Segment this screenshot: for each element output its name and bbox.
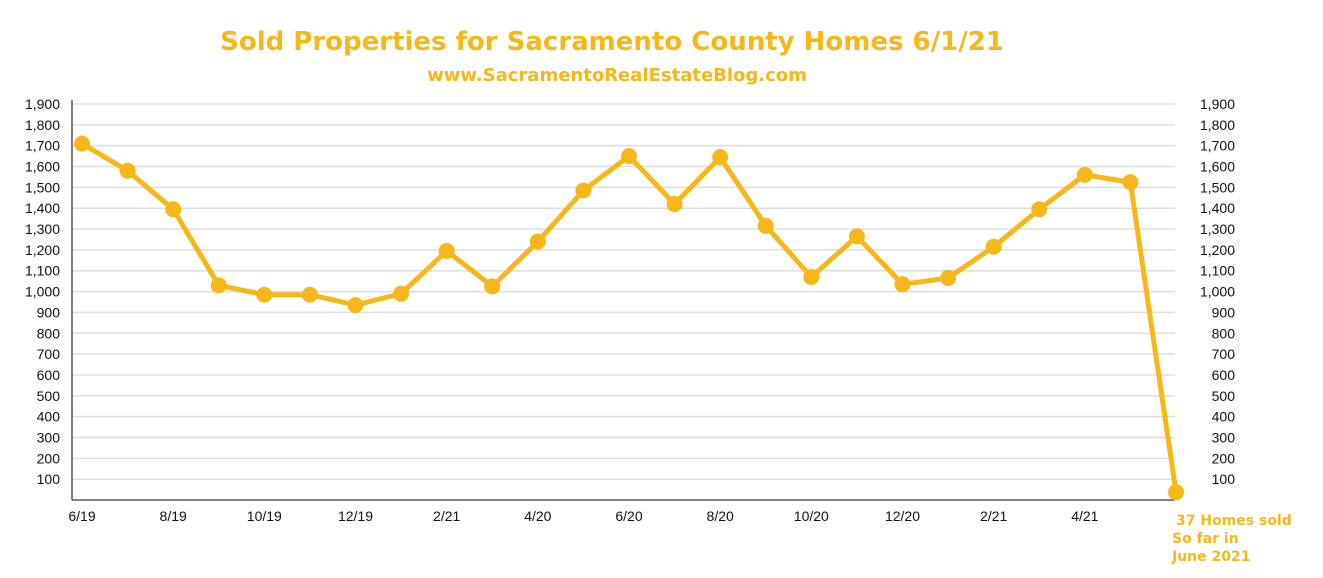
data-point [347,297,364,314]
y-tick-label-right: 1,900 [1200,96,1235,112]
data-point [940,270,957,287]
data-point [894,276,911,293]
data-point [165,201,182,218]
annotation-37-homes: 37 Homes sold So far in June 2021 [1171,513,1292,565]
y-tick-label-right: 1,600 [1200,159,1235,175]
y-tick-label-right: 100 [1212,471,1236,487]
data-point [621,148,637,165]
y-tick-label: 600 [37,367,61,383]
data-point [575,182,592,199]
y-tick-label: 1,600 [25,159,60,175]
data-point [484,278,501,295]
y-tick-label: 100 [37,471,61,487]
y-tick-label: 200 [37,450,61,466]
y-tick-label-right: 400 [1212,409,1236,425]
chart-subtitle: www.SacramentoRealEstateBlog.com [427,65,807,86]
y-tick-label-right: 1,300 [1200,221,1235,237]
data-point [119,162,136,179]
data-point [848,228,865,245]
data-point [666,196,683,213]
data-point [985,238,1002,255]
data-point [74,135,90,152]
x-tick-label: 12/20 [885,508,920,524]
y-tick-label-right: 800 [1212,325,1236,341]
y-tick-label-right: 1,800 [1200,117,1235,133]
y-tick-label: 400 [37,409,61,425]
y-tick-label-right: 200 [1212,450,1236,466]
y-tick-label-right: 600 [1212,367,1236,383]
data-point [210,277,227,294]
data-point [256,286,273,303]
y-axis-right-ticks: 100 200 300 400 500 600 700 800 900 1,000 1,100 1,2… [1200,96,1235,487]
annotation-line: So far in [1172,531,1239,547]
data-point [529,233,546,250]
x-tick-label: 6/20 [615,508,642,524]
annotation-line: June 2021 [1171,549,1250,565]
data-point [803,268,820,285]
y-tick-label-right: 900 [1212,304,1236,320]
x-tick-label: 10/20 [794,508,829,524]
x-tick-label: 10/19 [247,508,282,524]
y-tick-label-right: 1,000 [1200,284,1235,300]
y-tick-label: 500 [37,388,61,404]
data-point [1168,484,1184,501]
x-tick-label: 2/21 [980,508,1007,524]
y-tick-label-right: 1,100 [1200,263,1235,279]
y-tick-label: 900 [37,304,61,320]
series-line [80,141,1179,493]
y-tick-label: 1,500 [25,179,60,195]
x-tick-label: 8/20 [707,508,734,524]
data-point [1122,174,1139,191]
y-tick-label: 800 [37,325,61,341]
grid-lines [72,103,1175,480]
axes [71,100,1175,501]
x-tick-label: 2/21 [433,508,460,524]
annotation-line: 37 Homes sold [1176,513,1292,529]
chart-title: Sold Properties for Sacramento County Ho… [220,27,1004,57]
data-point [438,242,455,259]
y-tick-label-right: 1,400 [1200,200,1235,216]
y-tick-label-right: 1,700 [1200,138,1235,154]
y-tick-label: 700 [37,346,61,362]
x-tick-label: 4/21 [1071,508,1098,524]
y-tick-label: 300 [37,429,61,445]
y-tick-label: 1,400 [25,200,60,216]
y-axis-left-ticks: 100 200 300 400 500 600 700 800 900 1,000 1,100 1,2… [25,96,60,487]
data-point [757,217,774,234]
y-tick-label: 1,200 [25,242,60,258]
x-axis-ticks: 6/19 8/19 10/19 12/19 2/21 4/20 6/20 8/20 10/20 1… [68,508,1098,524]
data-point [1031,201,1048,218]
x-tick-label: 8/19 [160,508,187,524]
x-tick-label: 4/20 [524,508,551,524]
data-point [393,285,410,302]
data-point [301,286,318,303]
series-layer [74,135,1184,501]
y-tick-label-right: 500 [1212,388,1236,404]
data-point [1076,166,1093,183]
x-tick-label: 12/19 [338,508,373,524]
y-tick-label: 1,900 [25,96,60,112]
x-tick-label: 6/19 [68,508,95,524]
y-tick-label-right: 300 [1212,429,1236,445]
y-tick-label: 1,100 [25,263,60,279]
y-tick-label-right: 700 [1212,346,1236,362]
y-tick-label: 1,300 [25,221,60,237]
y-tick-label-right: 1,500 [1200,179,1235,195]
y-tick-label: 1,800 [25,117,60,133]
y-tick-label-right: 1,200 [1200,242,1235,258]
y-tick-label: 1,700 [25,138,60,154]
y-tick-label: 1,000 [25,284,60,300]
data-point [712,149,729,166]
